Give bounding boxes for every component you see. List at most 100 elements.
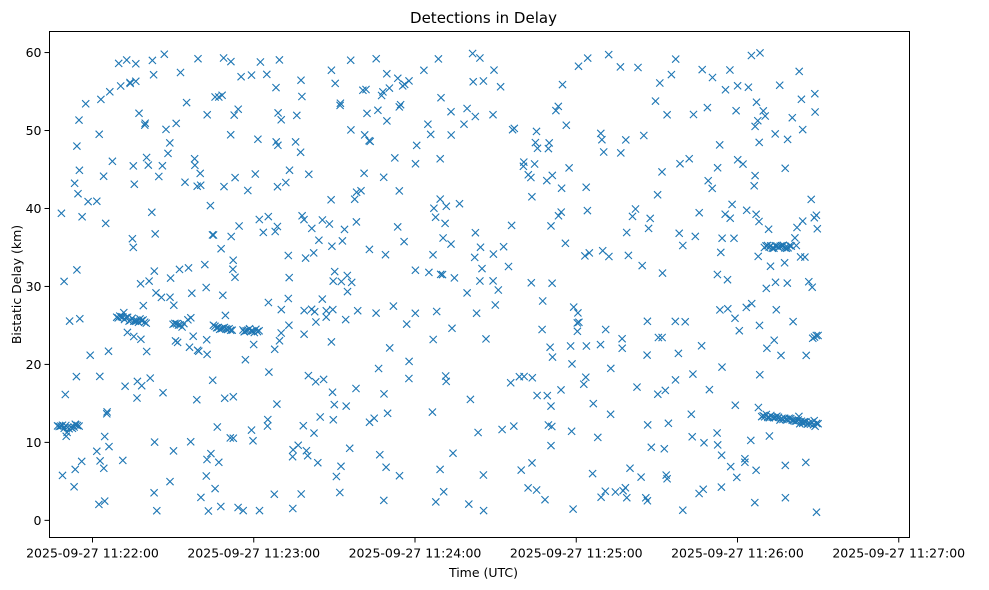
data-point [234, 503, 243, 512]
data-point [229, 392, 238, 401]
data-point [338, 236, 347, 245]
data-point [795, 67, 804, 76]
data-point [561, 239, 570, 248]
data-point [557, 184, 566, 193]
data-point [253, 135, 262, 144]
data-point [209, 231, 218, 239]
data-point [653, 390, 662, 399]
data-point [131, 77, 140, 86]
y-axis-label: Bistatic Delay (km) [9, 225, 24, 344]
data-point [288, 452, 297, 461]
data-point [346, 125, 355, 134]
data-point [558, 80, 567, 89]
data-point [695, 208, 704, 217]
data-point [622, 493, 631, 502]
data-point [211, 484, 220, 493]
data-point [272, 137, 281, 146]
data-point [689, 110, 698, 119]
data-point [342, 402, 351, 411]
data-point [725, 66, 734, 74]
data-point [436, 195, 445, 204]
data-point [402, 320, 411, 329]
data-point [352, 188, 361, 197]
data-point [566, 342, 575, 350]
data-point [160, 50, 169, 59]
data-point [300, 330, 309, 339]
data-point [762, 344, 771, 353]
data-point [92, 447, 101, 456]
data-point [395, 102, 404, 111]
track-point [812, 331, 821, 340]
data-point [327, 337, 336, 346]
data-point [723, 304, 732, 313]
data-point [517, 466, 526, 475]
data-point [532, 127, 541, 136]
data-point [573, 308, 582, 317]
data-point [639, 131, 648, 140]
data-point [70, 179, 79, 188]
data-point [365, 418, 374, 427]
data-point [385, 343, 394, 352]
y-tick-label: 30 [26, 279, 42, 294]
data-point [239, 506, 248, 515]
data-point [643, 420, 652, 429]
data-point [474, 428, 483, 437]
data-point [653, 190, 662, 199]
data-point [129, 161, 138, 170]
data-point [123, 328, 132, 337]
data-point [429, 204, 438, 213]
data-point [651, 97, 660, 106]
data-point [372, 309, 381, 318]
data-point [81, 99, 90, 108]
data-point [601, 325, 610, 334]
data-point [62, 432, 71, 441]
data-point [337, 462, 345, 471]
data-point [136, 335, 145, 344]
data-point [565, 163, 574, 172]
data-point [329, 415, 338, 424]
data-point [798, 125, 807, 134]
data-point [637, 473, 646, 482]
data-point [129, 243, 138, 252]
data-point [249, 436, 257, 445]
data-point [475, 277, 484, 285]
data-point [713, 270, 722, 279]
data-point [277, 329, 286, 337]
data-point [273, 222, 282, 231]
y-tick-label: 20 [26, 357, 42, 372]
data-point [548, 353, 557, 362]
data-point [60, 277, 69, 286]
data-point [202, 335, 211, 344]
data-point [442, 202, 451, 211]
data-point [393, 74, 402, 83]
data-point [808, 283, 817, 292]
data-point [439, 234, 448, 242]
data-point [255, 215, 264, 224]
data-point [744, 83, 753, 92]
data-point [372, 54, 381, 63]
data-point [327, 195, 336, 204]
data-point [687, 410, 696, 419]
data-point [162, 125, 170, 134]
data-point [667, 70, 676, 79]
data-point [801, 458, 810, 467]
data-point [475, 54, 484, 62]
data-point [428, 408, 437, 417]
data-point [285, 273, 294, 282]
data-point [228, 265, 237, 274]
data-point [99, 464, 108, 473]
data-point [726, 462, 735, 471]
x-tick-label: 2025-09-27 11:23:00 [187, 546, 320, 561]
data-point [247, 71, 256, 80]
data-point [311, 318, 320, 326]
data-point [213, 423, 222, 431]
data-point [470, 253, 479, 262]
data-point [755, 370, 764, 379]
data-point [530, 160, 539, 168]
data-point [121, 382, 130, 391]
data-point [211, 93, 220, 101]
data-point [751, 171, 760, 180]
data-point [574, 318, 583, 327]
data-point [379, 496, 388, 505]
data-point [664, 419, 673, 428]
